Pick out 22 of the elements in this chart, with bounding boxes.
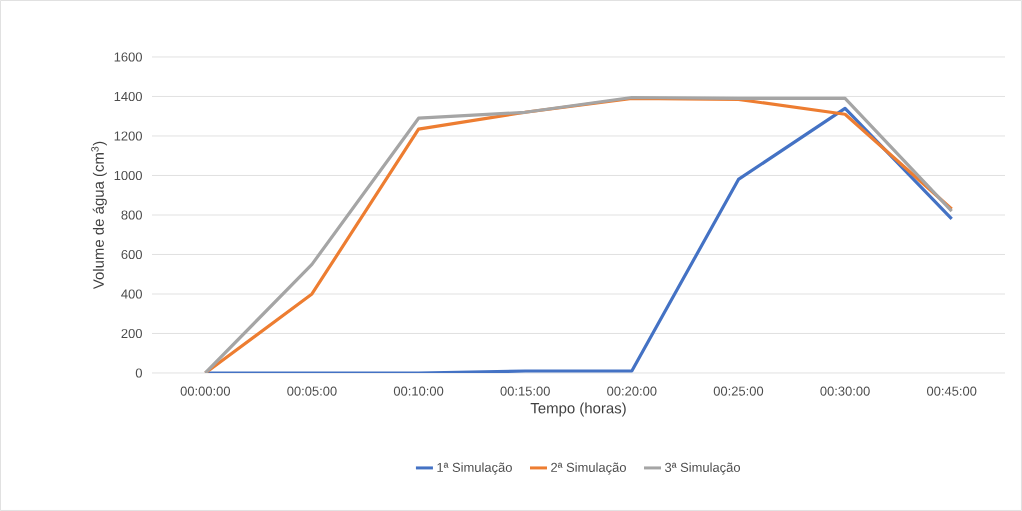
y-tick-label: 1000 [114,170,142,181]
y-tick-label: 600 [121,249,142,260]
x-tick-label: 00:25:00 [713,386,764,396]
x-tick-label: 00:30:00 [820,386,870,396]
legend-label: 1ª Simulação [437,462,512,475]
x-tick-label: 00:15:00 [500,386,550,396]
x-tick-label: 00:20:00 [607,386,657,396]
legend-label: 2ª Simulação [551,462,626,475]
y-tick-label: 1200 [114,131,142,141]
x-tick-label: 00:45:00 [926,386,977,396]
y-axis-title: Volume de água (cm$^{3}$) [91,141,107,290]
x-tick-label: 00:10:00 [393,386,444,396]
x-axis-title: Tempo (horas) [530,402,626,417]
legend-label: 3ª Simulação [665,462,741,475]
y-tick-label: 800 [121,210,142,220]
y-tick-label: 1400 [114,91,142,102]
x-tick-label: 00:05:00 [287,386,337,396]
y-tick-label: 400 [121,289,142,299]
y-tick-label: 200 [121,328,142,339]
y-tick-label: 0 [135,368,142,378]
x-tick-label: 00:00:00 [180,386,231,396]
y-tick-label: 1600 [114,52,142,62]
